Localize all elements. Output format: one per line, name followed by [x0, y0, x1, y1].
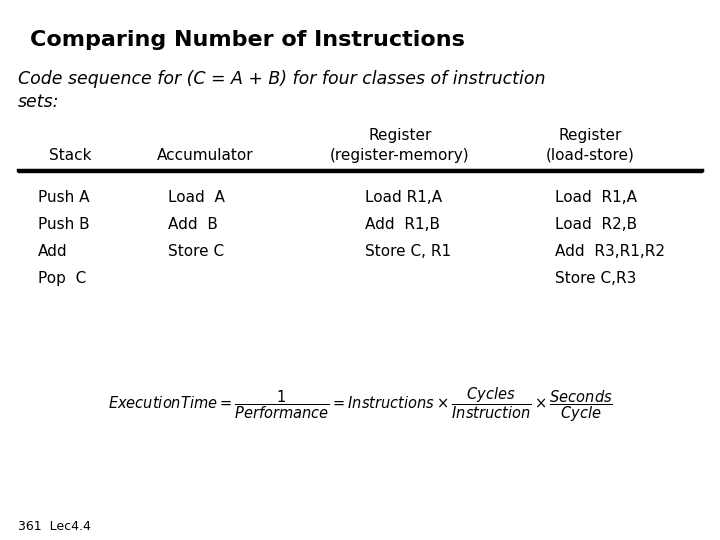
- Text: Code sequence for (C = A + B) for four classes of instruction: Code sequence for (C = A + B) for four c…: [18, 70, 546, 88]
- Text: Pop  C: Pop C: [38, 271, 86, 286]
- Text: Add  R3,R1,R2: Add R3,R1,R2: [555, 244, 665, 259]
- Text: (register-memory): (register-memory): [330, 148, 470, 163]
- Text: Load  R1,A: Load R1,A: [555, 190, 637, 205]
- Text: Load  R2,B: Load R2,B: [555, 217, 637, 232]
- Text: Add  B: Add B: [168, 217, 218, 232]
- Text: Store C, R1: Store C, R1: [365, 244, 451, 259]
- Text: Accumulator: Accumulator: [157, 148, 253, 163]
- Text: Register: Register: [369, 128, 432, 143]
- Text: 361  Lec4.4: 361 Lec4.4: [18, 520, 91, 533]
- Text: Push B: Push B: [38, 217, 89, 232]
- Text: Load  A: Load A: [168, 190, 225, 205]
- Text: Add: Add: [38, 244, 68, 259]
- Text: Add  R1,B: Add R1,B: [365, 217, 440, 232]
- Text: $\mathit{ExecutionTime} = \dfrac{1}{\mathit{Performance}} = \mathit{Instructions: $\mathit{ExecutionTime} = \dfrac{1}{\mat…: [107, 386, 613, 424]
- Text: Store C,R3: Store C,R3: [555, 271, 636, 286]
- Text: (load-store): (load-store): [546, 148, 634, 163]
- Text: Comparing Number of Instructions: Comparing Number of Instructions: [30, 30, 465, 50]
- Text: Stack: Stack: [49, 148, 91, 163]
- Text: sets:: sets:: [18, 93, 60, 111]
- Text: Push A: Push A: [38, 190, 89, 205]
- Text: Load R1,A: Load R1,A: [365, 190, 442, 205]
- Text: Register: Register: [558, 128, 621, 143]
- Text: Store C: Store C: [168, 244, 224, 259]
